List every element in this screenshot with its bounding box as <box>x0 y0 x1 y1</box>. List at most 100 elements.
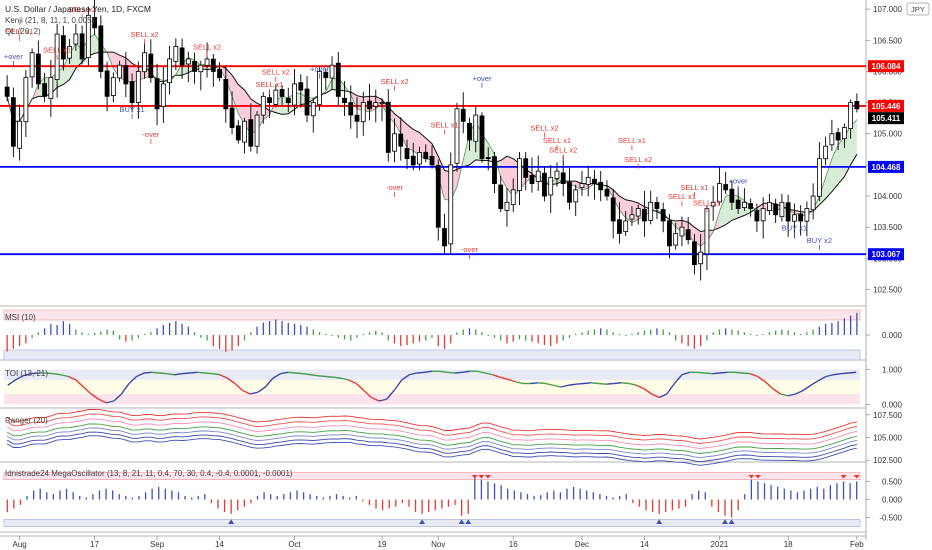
price-candle[interactable] <box>42 83 48 97</box>
price-candle[interactable] <box>429 155 435 166</box>
price-candle[interactable] <box>354 114 360 122</box>
price-candle[interactable] <box>685 229 691 241</box>
price-candle[interactable] <box>335 62 341 97</box>
price-candle[interactable] <box>498 184 504 209</box>
price-candle[interactable] <box>579 183 585 188</box>
price-candle[interactable] <box>442 228 447 247</box>
price-candle[interactable] <box>398 133 404 147</box>
price-candle[interactable] <box>735 199 741 209</box>
price-candle[interactable] <box>648 201 654 221</box>
price-candle[interactable] <box>517 158 522 192</box>
price-candle[interactable] <box>229 107 235 128</box>
price-candle[interactable] <box>48 77 54 100</box>
price-candle[interactable] <box>123 65 129 85</box>
price-candle[interactable] <box>173 46 179 62</box>
price-candle[interactable] <box>767 201 772 211</box>
price-candle[interactable] <box>267 97 272 103</box>
price-candle[interactable] <box>10 97 16 147</box>
price-candle[interactable] <box>117 64 122 79</box>
price-candle[interactable] <box>667 220 672 247</box>
price-candle[interactable] <box>223 78 229 110</box>
price-candle[interactable] <box>629 214 635 220</box>
price-candle[interactable] <box>360 102 366 123</box>
price-candle[interactable] <box>492 156 497 185</box>
price-candle[interactable] <box>679 226 685 237</box>
price-candle[interactable] <box>585 176 591 185</box>
price-candle[interactable] <box>760 208 766 222</box>
price-candle[interactable] <box>723 184 729 191</box>
price-candle[interactable] <box>642 208 647 222</box>
price-candle[interactable] <box>154 78 160 110</box>
price-candle[interactable] <box>260 95 266 116</box>
price-candle[interactable] <box>67 46 73 59</box>
price-candle[interactable] <box>317 71 322 106</box>
price-candle[interactable] <box>804 208 810 222</box>
price-candle[interactable] <box>567 181 572 203</box>
price-candle[interactable] <box>254 114 260 147</box>
price-candle[interactable] <box>504 201 510 211</box>
price-candle[interactable] <box>673 233 679 246</box>
price-candle[interactable] <box>185 58 191 65</box>
price-candle[interactable] <box>4 86 10 97</box>
price-candle[interactable] <box>485 157 491 160</box>
price-candle[interactable] <box>473 114 479 142</box>
price-candle[interactable] <box>773 203 779 216</box>
price-candle[interactable] <box>385 101 391 153</box>
price-candle[interactable] <box>841 127 847 140</box>
price-candle[interactable] <box>192 61 197 72</box>
price-candle[interactable] <box>98 25 104 72</box>
price-candle[interactable] <box>548 176 554 196</box>
price-candle[interactable] <box>148 53 154 79</box>
price-candle[interactable] <box>110 77 116 96</box>
price-candle[interactable] <box>592 178 597 185</box>
price-candle[interactable] <box>598 181 604 191</box>
price-candle[interactable] <box>104 70 110 97</box>
price-candle[interactable] <box>623 220 629 233</box>
price-candle[interactable] <box>573 189 579 203</box>
price-candle[interactable] <box>835 132 841 141</box>
price-candle[interactable] <box>410 155 416 166</box>
price-candle[interactable] <box>210 58 216 72</box>
price-candle[interactable] <box>92 17 97 29</box>
price-candle[interactable] <box>60 35 66 60</box>
price-candle[interactable] <box>435 165 441 228</box>
price-candle[interactable] <box>273 89 279 105</box>
price-candle[interactable] <box>479 115 485 160</box>
currency-badge[interactable] <box>906 2 930 16</box>
price-candle[interactable] <box>729 188 735 203</box>
price-candle[interactable] <box>754 210 760 222</box>
price-candle[interactable] <box>217 69 222 79</box>
price-candle[interactable] <box>35 53 41 85</box>
price-candle[interactable] <box>467 122 472 141</box>
price-candle[interactable] <box>29 52 35 78</box>
price-candle[interactable] <box>392 133 397 152</box>
price-candle[interactable] <box>510 189 516 206</box>
price-candle[interactable] <box>298 82 304 91</box>
price-candle[interactable] <box>423 151 429 160</box>
price-candle[interactable] <box>816 158 822 197</box>
price-candle[interactable] <box>235 125 241 141</box>
price-candle[interactable] <box>654 202 660 209</box>
price-candle[interactable] <box>635 208 641 217</box>
price-candle[interactable] <box>310 102 316 117</box>
price-candle[interactable] <box>17 120 23 149</box>
price-candle[interactable] <box>798 213 804 222</box>
price-candle[interactable] <box>342 97 347 103</box>
price-candle[interactable] <box>348 102 354 116</box>
price-candle[interactable] <box>542 172 547 197</box>
price-candle[interactable] <box>698 251 704 265</box>
price-candle[interactable] <box>610 197 616 222</box>
price-candle[interactable] <box>160 83 166 107</box>
price-candle[interactable] <box>560 172 566 185</box>
price-candle[interactable] <box>710 201 716 207</box>
price-candle[interactable] <box>460 108 466 122</box>
price-candle[interactable] <box>692 241 697 266</box>
price-candle[interactable] <box>167 58 172 84</box>
price-candle[interactable] <box>292 83 297 106</box>
price-candle[interactable] <box>417 152 422 165</box>
price-candle[interactable] <box>604 188 610 197</box>
price-candle[interactable] <box>242 120 247 143</box>
price-candle[interactable] <box>367 100 372 110</box>
price-candle[interactable] <box>135 71 141 104</box>
price-candle[interactable] <box>823 145 829 160</box>
